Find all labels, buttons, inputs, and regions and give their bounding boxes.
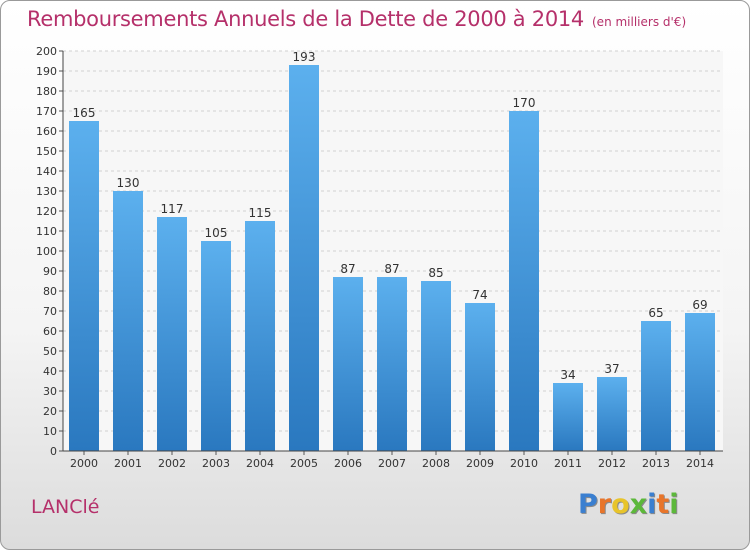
chart-title-text: Remboursements Annuels de la Dette de 20…: [27, 7, 584, 31]
bar-value-label: 87: [340, 262, 355, 276]
logo-letter: o: [611, 489, 630, 520]
x-tick-label: 2001: [114, 457, 142, 470]
y-tick-label: 0: [50, 445, 57, 458]
bar-value-label: 34: [560, 368, 575, 382]
bar-2002: [157, 217, 187, 451]
bar-value-label: 37: [604, 362, 619, 376]
bar-2010: [509, 111, 539, 451]
y-tick-label: 10: [43, 425, 57, 438]
x-tick-label: 2010: [510, 457, 538, 470]
bar-value-label: 85: [428, 266, 443, 280]
x-tick-label: 2004: [246, 457, 274, 470]
chart-title: Remboursements Annuels de la Dette de 20…: [27, 7, 686, 31]
x-tick-label: 2008: [422, 457, 450, 470]
y-tick-label: 90: [43, 265, 57, 278]
bar-value-label: 117: [161, 202, 184, 216]
bar-2008: [421, 281, 451, 451]
bar-2006: [333, 277, 363, 451]
y-tick-label: 110: [36, 225, 57, 238]
x-tick-label: 2002: [158, 457, 186, 470]
y-tick-label: 150: [36, 145, 57, 158]
bar-value-label: 170: [513, 96, 536, 110]
y-tick-label: 60: [43, 325, 57, 338]
x-tick-label: 2013: [642, 457, 670, 470]
bar-2005: [289, 65, 319, 451]
bar-value-label: 165: [73, 106, 96, 120]
bar-2000: [69, 121, 99, 451]
logo-letter: t: [656, 489, 670, 520]
proxiti-logo: Proxiti: [578, 489, 679, 520]
bar-value-label: 130: [117, 176, 140, 190]
x-tick-label: 2011: [554, 457, 582, 470]
logo-letter: P: [578, 489, 598, 520]
y-tick-label: 50: [43, 345, 57, 358]
y-tick-label: 160: [36, 125, 57, 138]
bar-2009: [465, 303, 495, 451]
x-tick-label: 2003: [202, 457, 230, 470]
bar-value-label: 74: [472, 288, 487, 302]
y-tick-label: 200: [36, 45, 57, 58]
y-tick-label: 180: [36, 85, 57, 98]
bar-value-label: 193: [293, 50, 316, 64]
logo-letter: i: [647, 489, 657, 520]
y-tick-label: 40: [43, 365, 57, 378]
x-tick-label: 2009: [466, 457, 494, 470]
y-tick-label: 70: [43, 305, 57, 318]
y-tick-label: 100: [36, 245, 57, 258]
bar-value-label: 69: [692, 298, 707, 312]
bar-2003: [201, 241, 231, 451]
x-tick-label: 2014: [686, 457, 714, 470]
y-tick-label: 170: [36, 105, 57, 118]
bar-2014: [685, 313, 715, 451]
y-tick-label: 30: [43, 385, 57, 398]
bar-2001: [113, 191, 143, 451]
bar-value-label: 87: [384, 262, 399, 276]
x-tick-label: 2005: [290, 457, 318, 470]
y-tick-label: 120: [36, 205, 57, 218]
bar-value-label: 65: [648, 306, 663, 320]
x-tick-label: 2012: [598, 457, 626, 470]
x-tick-label: 2007: [378, 457, 406, 470]
y-tick-label: 130: [36, 185, 57, 198]
y-tick-label: 80: [43, 285, 57, 298]
y-tick-label: 20: [43, 405, 57, 418]
bar-value-label: 115: [249, 206, 272, 220]
bar-2007: [377, 277, 407, 451]
bar-2004: [245, 221, 275, 451]
x-tick-label: 2006: [334, 457, 362, 470]
y-tick-label: 140: [36, 165, 57, 178]
logo-letter: i: [669, 489, 679, 520]
bar-2012: [597, 377, 627, 451]
chart-subtitle: (en milliers d'€): [592, 15, 687, 29]
bar-value-label: 105: [205, 226, 228, 240]
y-tick-label: 190: [36, 65, 57, 78]
logo-letter: r: [597, 489, 612, 520]
x-tick-label: 2000: [70, 457, 98, 470]
bar-2011: [553, 383, 583, 451]
commune-name: LANClé: [31, 496, 100, 518]
bar-2013: [641, 321, 671, 451]
logo-letter: x: [629, 489, 648, 520]
